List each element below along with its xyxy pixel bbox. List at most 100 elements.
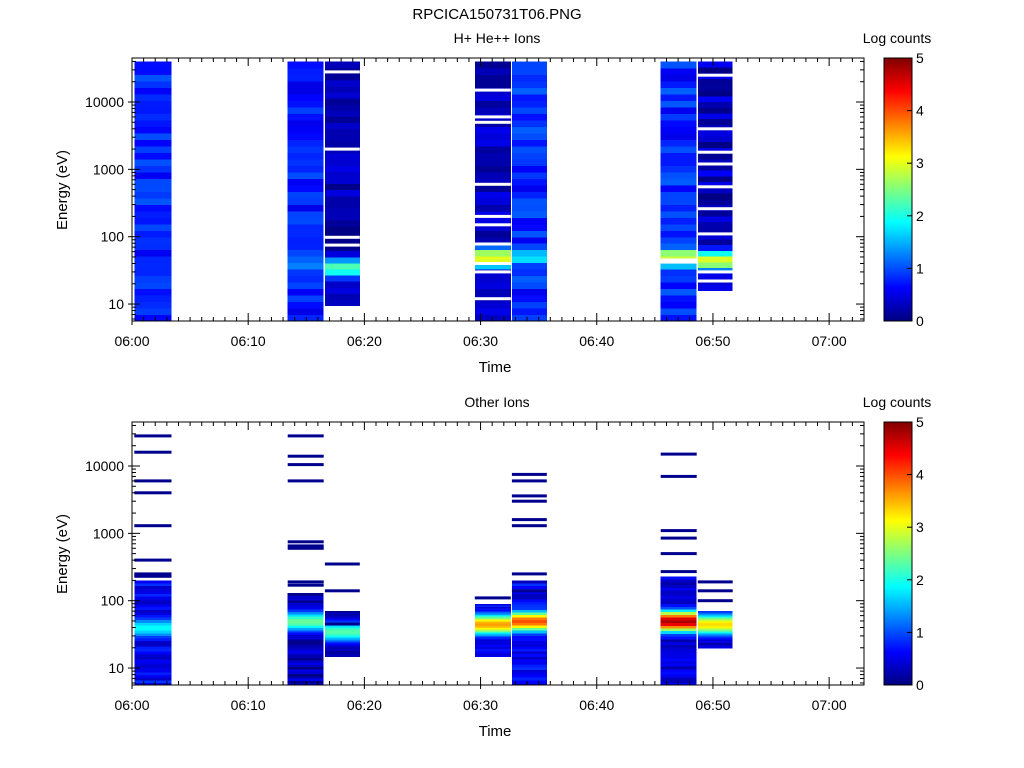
spectrogram-cell xyxy=(474,165,511,173)
spectrogram-cell xyxy=(324,632,360,635)
spectrogram-cell xyxy=(287,682,324,686)
spectrogram-cell xyxy=(697,95,733,103)
x-tick-label: 06:40 xyxy=(579,697,614,713)
count-line xyxy=(287,454,324,458)
spectrogram-cell xyxy=(660,243,697,251)
spectrogram-cell xyxy=(324,621,360,623)
spectrogram-cell xyxy=(697,641,733,643)
data-gap xyxy=(697,232,733,236)
spectrogram-cell xyxy=(287,249,324,257)
count-line xyxy=(134,491,172,495)
spectrogram-cell xyxy=(474,275,511,283)
colorbar-tick-label: 4 xyxy=(916,467,924,483)
spectrogram-cell xyxy=(697,639,733,641)
spectrogram-cell xyxy=(324,299,360,307)
spectrogram-cell xyxy=(697,636,733,639)
panel-hplus-heplusplus: H+ He++ Ions 06:00 06:10 06:20 06:30 06:40 06… xyxy=(54,30,931,376)
spectrogram-cell xyxy=(474,139,511,147)
spectrogram-cell xyxy=(324,626,360,629)
count-line xyxy=(660,536,697,540)
spectrogram-cell xyxy=(324,615,360,618)
spectrogram-cell xyxy=(511,611,547,615)
count-line xyxy=(287,479,324,483)
spectrogram-cell xyxy=(511,596,547,600)
colorbar-label: Log counts xyxy=(863,30,932,46)
data-gap xyxy=(474,182,511,186)
spectrogram-cell xyxy=(660,152,697,160)
count-line xyxy=(287,463,324,467)
spectrogram-cell xyxy=(324,201,360,209)
spectrogram-cell xyxy=(287,595,324,599)
spectrogram-cell xyxy=(287,606,324,610)
spectrogram-cell xyxy=(511,601,547,605)
spectrogram-cell xyxy=(324,250,360,258)
spectrogram-cell xyxy=(474,230,511,238)
spectrogram-cell xyxy=(697,250,733,257)
count-line xyxy=(511,479,547,483)
count-line xyxy=(134,479,172,483)
spectrogram-cell xyxy=(134,61,172,69)
spectrogram-cell xyxy=(697,221,733,228)
spectrogram-cell xyxy=(134,113,172,121)
spectrogram-cell xyxy=(511,664,547,668)
spectrogram-cell xyxy=(287,675,324,679)
spectrogram-cell xyxy=(324,612,360,614)
spectrogram-cell xyxy=(660,660,697,664)
spectrogram-cell xyxy=(324,625,360,628)
spectrogram-cell xyxy=(474,619,511,622)
spectrogram-cell xyxy=(474,607,511,610)
data-gap xyxy=(697,207,733,211)
spectrogram-cell xyxy=(134,295,172,303)
spectrogram-cell xyxy=(324,177,360,185)
spectrogram-cell xyxy=(134,301,172,309)
spectrogram-cell xyxy=(287,602,324,606)
panel-title: Other Ions xyxy=(464,394,529,410)
data-gap xyxy=(660,258,697,262)
spectrogram-cell xyxy=(511,100,547,108)
spectrogram-cell xyxy=(511,256,547,264)
spectrogram-cell xyxy=(511,61,547,69)
count-line xyxy=(511,589,547,593)
x-tick-label: 06:50 xyxy=(695,697,730,713)
spectrogram-cell xyxy=(287,629,324,633)
y-tick-label: 1000 xyxy=(93,525,124,541)
spectrogram-cell xyxy=(134,606,172,610)
spectrogram-cell xyxy=(660,630,697,634)
colorbar-tick-label: 0 xyxy=(916,677,924,693)
data-gap xyxy=(697,73,733,77)
spectrogram-cell xyxy=(134,171,172,179)
spectrogram-cell xyxy=(660,581,697,586)
data-gap xyxy=(660,260,697,264)
spectrogram-cell xyxy=(287,113,324,121)
count-line xyxy=(134,434,172,438)
spectrogram-cell xyxy=(660,262,697,270)
spectrogram-cell xyxy=(287,210,324,218)
spectrogram-cell xyxy=(287,639,324,642)
spectrogram-cell xyxy=(474,648,511,651)
spectrogram-cell xyxy=(474,236,511,244)
x-tick-label: 06:30 xyxy=(463,697,498,713)
x-tick-label: 06:50 xyxy=(695,333,730,349)
spectrogram-cell xyxy=(134,637,172,642)
spectrogram-cell xyxy=(324,128,360,136)
spectrogram-cell xyxy=(511,598,547,602)
spectrogram-cell xyxy=(697,612,733,614)
spectrogram-cell xyxy=(474,197,511,205)
spectrogram-cell xyxy=(134,197,172,205)
spectrogram-cell xyxy=(287,74,324,82)
spectrogram-cell xyxy=(511,314,547,322)
spectrogram-cell xyxy=(660,676,697,681)
spectrogram-cell xyxy=(697,227,733,234)
spectrogram-cell xyxy=(134,630,172,634)
spectrogram-cell xyxy=(134,93,172,101)
spectrogram-cell xyxy=(511,178,547,186)
spectrogram-cell xyxy=(511,145,547,153)
spectrogram-cell xyxy=(697,187,733,194)
spectrogram-cell xyxy=(511,658,547,663)
spectrogram-cell xyxy=(660,113,697,121)
colorbar-scale xyxy=(883,57,913,322)
spectrogram-cell xyxy=(697,135,733,143)
spectrogram-cell xyxy=(134,80,172,88)
spectrogram-cell xyxy=(660,275,697,283)
